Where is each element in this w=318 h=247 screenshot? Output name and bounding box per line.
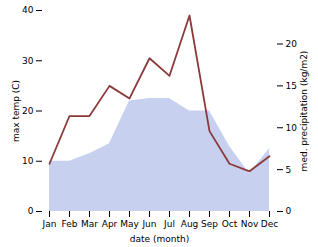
svg-text:Apr: Apr: [102, 219, 118, 229]
svg-text:30: 30: [22, 56, 34, 66]
svg-text:Jun: Jun: [141, 219, 156, 229]
svg-text:Dec: Dec: [261, 219, 278, 229]
svg-text:Jan: Jan: [42, 219, 57, 229]
svg-text:Sep: Sep: [201, 219, 218, 229]
svg-text:Feb: Feb: [62, 219, 78, 229]
svg-text:date (month): date (month): [130, 234, 189, 244]
svg-text:10: 10: [22, 156, 34, 166]
svg-text:20: 20: [286, 39, 298, 49]
svg-text:0: 0: [28, 206, 34, 216]
svg-text:med. precipitation (kg/m2): med. precipitation (kg/m2): [299, 51, 309, 172]
svg-text:15: 15: [286, 81, 297, 91]
svg-text:5: 5: [286, 165, 292, 175]
svg-text:Aug: Aug: [181, 219, 199, 229]
svg-text:40: 40: [22, 5, 34, 15]
svg-text:10: 10: [286, 123, 298, 133]
svg-text:Nov: Nov: [241, 219, 259, 229]
svg-text:Jul: Jul: [163, 219, 175, 229]
svg-text:May: May: [120, 219, 139, 229]
svg-text:max temp (C): max temp (C): [11, 80, 21, 142]
svg-text:Oct: Oct: [222, 219, 238, 229]
svg-text:Mar: Mar: [81, 219, 98, 229]
svg-text:0: 0: [286, 206, 292, 216]
svg-text:20: 20: [22, 106, 34, 116]
